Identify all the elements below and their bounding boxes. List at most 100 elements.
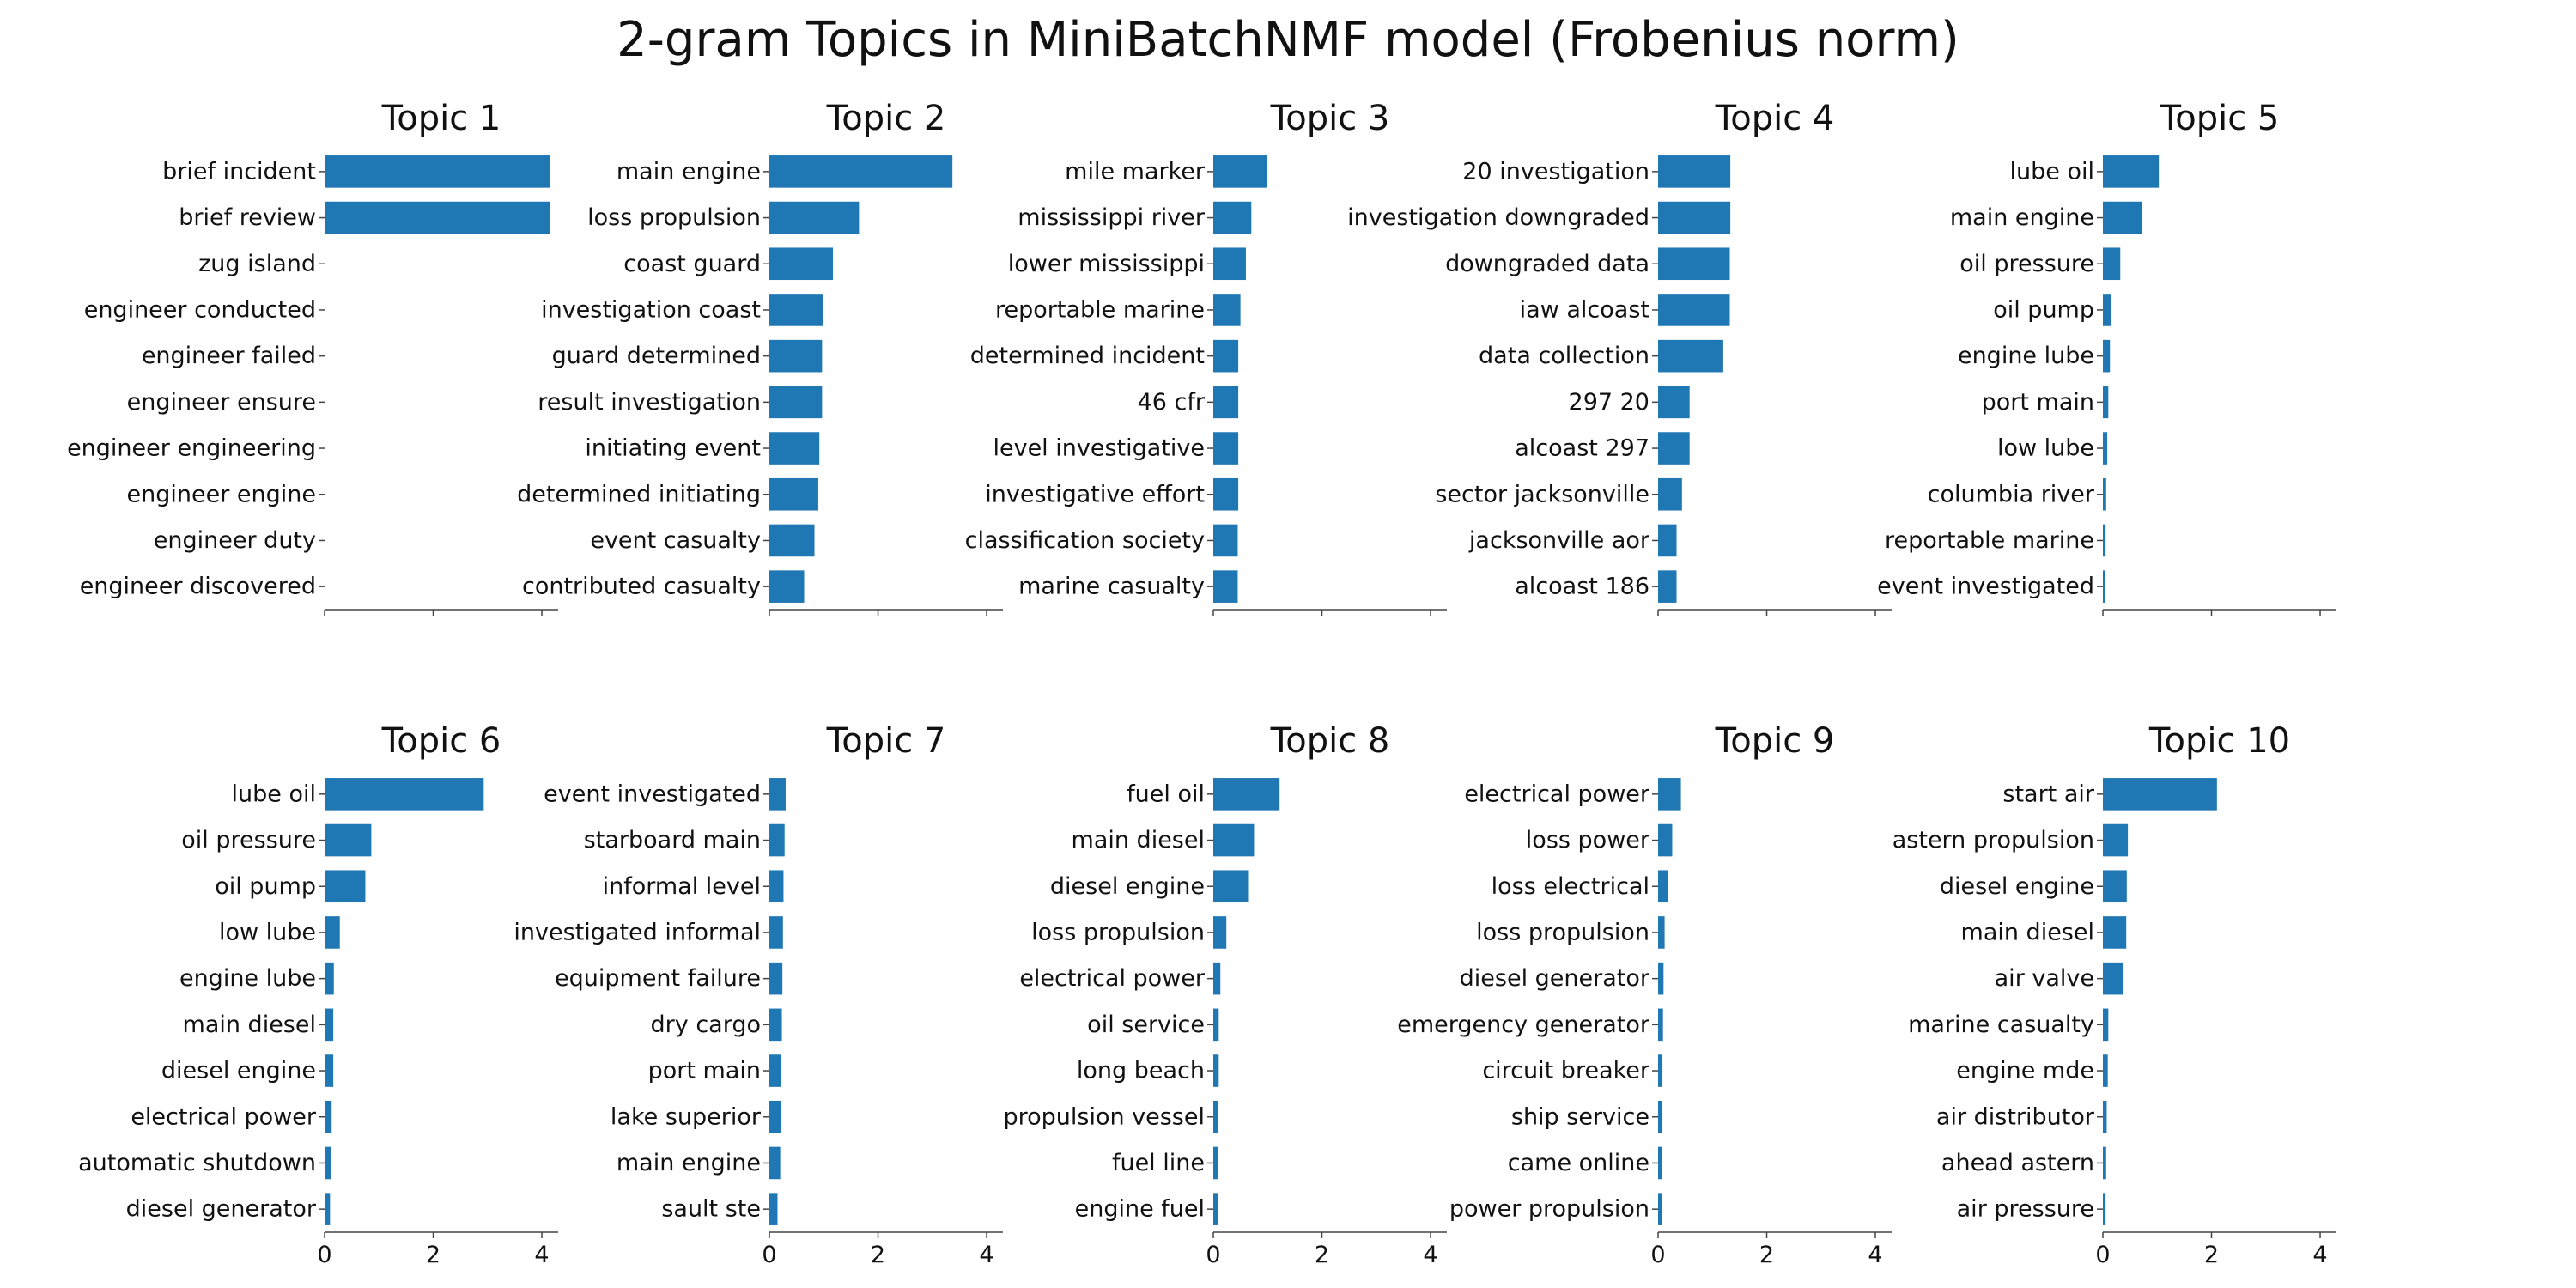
y-tick-label: oil pump [1993,296,2094,323]
bar [1658,386,1690,419]
bar [769,778,786,811]
y-tick-label: lube oil [2010,158,2094,185]
bar [1658,247,1730,281]
bar [1213,823,1255,857]
y-tick-label: data collection [1479,343,1649,369]
x-tick-label: 2 [1315,1242,1329,1268]
topic-title: Topic 4 [1715,99,1835,138]
y-tick-label: event investigated [544,781,761,807]
x-tick-label: 0 [1650,1242,1665,1268]
y-tick-label: coast guard [623,251,761,277]
y-tick-label: ship service [1511,1103,1649,1130]
x-tick-label: 0 [2095,1242,2110,1268]
y-tick-label: brief review [179,204,316,231]
y-tick-label: investigation coast [541,296,761,323]
x-tick-label: 4 [979,1242,993,1268]
bar [2103,524,2106,557]
y-tick-label: diesel engine [1940,873,2094,900]
y-tick-label: main diesel [1961,919,2094,945]
bar [769,386,823,419]
bar [2103,1146,2106,1180]
bar [1213,524,1238,557]
bar [769,1146,781,1180]
y-tick-label: electrical power [131,1103,317,1130]
y-tick-label: diesel generator [1460,965,1650,992]
y-tick-label: columbia river [1928,481,2095,507]
y-tick-label: investigative effort [985,481,1205,507]
bar [1658,1100,1663,1133]
bar [2103,201,2142,234]
bar [2103,339,2111,373]
y-tick-label: diesel engine [1050,873,1205,900]
figure-title: 2-gram Topics in MiniBatchNMF model (Fro… [617,12,1959,68]
y-tick-label: low lube [1997,435,2094,462]
y-tick-label: main diesel [183,1012,316,1038]
y-tick-label: came online [1508,1150,1649,1176]
bar [1213,294,1241,326]
bar [1658,870,1668,903]
x-tick-label: 0 [317,1242,331,1268]
y-tick-label: equipment failure [555,965,761,992]
bar [769,524,815,557]
bar [1213,1146,1218,1180]
bar [769,201,860,234]
y-tick-label: oil pressure [1959,251,2094,277]
x-tick-label: 2 [871,1242,885,1268]
y-tick-label: engineer duty [154,527,316,554]
y-tick-label: fuel oil [1127,781,1205,807]
y-tick-label: air distributor [1936,1103,2095,1130]
topic-title: Topic 2 [826,99,946,138]
bar [1658,1146,1662,1180]
y-tick-label: engine lube [179,965,316,992]
x-tick-label: 4 [2312,1242,2327,1268]
y-tick-label: engineer conducted [84,296,316,323]
x-tick-label: 4 [1423,1242,1437,1268]
x-tick-label: 4 [534,1242,549,1268]
y-tick-label: brief incident [162,158,316,185]
bar [2103,432,2108,465]
bar [1213,778,1280,811]
bar [1658,155,1731,188]
y-tick-label: event investigated [1877,574,2094,600]
bar [1658,201,1731,234]
bar [2103,386,2109,419]
y-tick-label: mississippi river [1018,204,1206,231]
bar [1213,1193,1218,1225]
y-tick-label: oil service [1087,1012,1205,1038]
bar [1213,1008,1219,1042]
y-tick-label: investigation downgraded [1347,204,1649,231]
y-tick-label: main engine [1950,204,2094,231]
topic-title: Topic 6 [381,721,501,761]
bar [769,1100,781,1133]
y-tick-label: initiating event [585,435,761,462]
bar [1658,1054,1663,1087]
y-tick-label: zug island [198,251,316,277]
topic-title: Topic 8 [1270,721,1390,761]
y-tick-label: downgraded data [1445,251,1649,277]
bar [325,201,550,234]
bar [769,870,784,903]
bar [1213,432,1239,465]
y-tick-label: lube oil [232,781,316,807]
bar [1213,386,1239,419]
bar [325,916,340,949]
bar [325,962,334,995]
y-tick-label: engineer ensure [127,389,316,416]
y-tick-label: reportable marine [995,296,1205,323]
bar [1213,247,1246,281]
bar [1213,1054,1219,1087]
x-tick-label: 2 [426,1242,440,1268]
y-tick-label: diesel generator [126,1196,317,1223]
y-tick-label: loss electrical [1492,873,1649,900]
y-tick-label: port main [648,1058,761,1084]
bar [2103,477,2106,511]
bar [1658,778,1681,811]
topic-title: Topic 7 [826,721,946,761]
y-tick-label: automatic shutdown [78,1150,316,1176]
bar [1658,916,1665,949]
bar [769,1193,778,1225]
y-tick-label: result investigation [538,389,761,416]
y-tick-label: determined initiating [517,481,761,507]
y-tick-label: main engine [617,1150,761,1176]
y-tick-label: main engine [617,158,761,185]
